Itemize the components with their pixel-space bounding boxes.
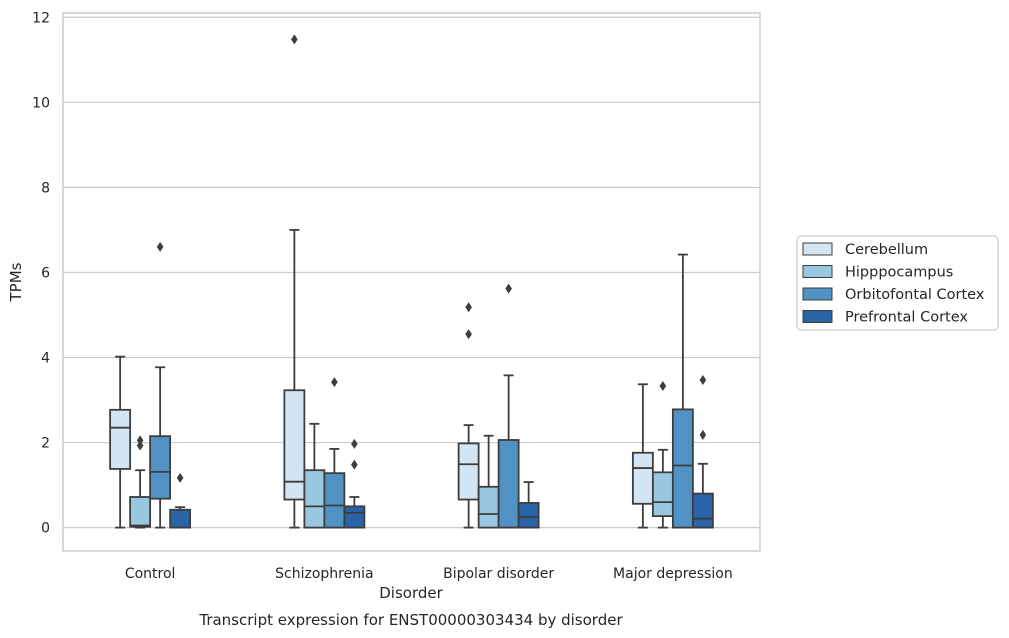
box-group bbox=[149, 241, 172, 529]
x-tick-label: Bipolar disorder bbox=[443, 566, 554, 582]
box-group bbox=[477, 434, 500, 529]
box-group bbox=[109, 355, 132, 529]
box-group bbox=[671, 253, 694, 529]
x-tick-label: Schizophrenia bbox=[275, 566, 373, 582]
box bbox=[457, 442, 480, 501]
y-tick-label: 2 bbox=[41, 436, 50, 452]
box bbox=[109, 408, 132, 470]
outlier-point bbox=[136, 440, 144, 451]
box bbox=[671, 408, 694, 529]
y-tick-label: 12 bbox=[32, 10, 50, 26]
x-axis-title: Disorder bbox=[379, 584, 443, 602]
box bbox=[323, 472, 346, 529]
y-tick-label: 10 bbox=[32, 95, 50, 111]
box-group bbox=[457, 302, 480, 529]
legend-label: Cerebellum bbox=[845, 242, 928, 258]
outlier-point bbox=[156, 241, 164, 252]
box bbox=[283, 389, 306, 501]
y-tick-label: 0 bbox=[41, 521, 50, 537]
box-group bbox=[129, 435, 152, 529]
legend-swatch bbox=[802, 242, 833, 256]
plot-frame bbox=[62, 12, 761, 552]
box bbox=[691, 492, 714, 529]
legend-swatch bbox=[802, 265, 833, 278]
box-group bbox=[323, 377, 346, 529]
x-tick-labels: Control Schizophrenia Bipolar disorder Majo… bbox=[125, 566, 733, 582]
box bbox=[477, 485, 500, 529]
box-plots bbox=[109, 34, 714, 529]
x-tick-label: Major depression bbox=[613, 566, 733, 582]
legend-frame bbox=[796, 235, 999, 331]
box bbox=[149, 435, 172, 500]
outlier-point bbox=[176, 472, 184, 483]
legend-label: Hipppocampus bbox=[845, 265, 953, 281]
box-group bbox=[651, 380, 674, 529]
box bbox=[651, 471, 674, 518]
outlier-point bbox=[465, 302, 472, 313]
y-tick-label: 6 bbox=[41, 265, 50, 281]
y-tick-label: 8 bbox=[41, 180, 50, 196]
box-group bbox=[497, 283, 520, 529]
box-group bbox=[283, 34, 306, 529]
outlier-point bbox=[699, 429, 707, 440]
box bbox=[343, 505, 366, 529]
outlier-point bbox=[351, 438, 358, 449]
box bbox=[631, 451, 654, 505]
legend-swatch bbox=[802, 287, 833, 301]
y-tick-labels: 0 2 4 6 8 10 12 bbox=[32, 10, 50, 536]
box-group bbox=[343, 438, 366, 529]
outlier-point bbox=[291, 34, 298, 45]
chart-caption: Transcript expression for ENST0000030343… bbox=[198, 611, 623, 629]
outlier-point bbox=[136, 435, 144, 446]
legend-label: Orbitofontal Cortex bbox=[845, 287, 985, 303]
legend: Cerebellum Hipppocampus Orbitofontal Corte… bbox=[796, 235, 999, 331]
outlier-point bbox=[331, 377, 338, 388]
legend-label: Prefrontal Cortex bbox=[845, 310, 968, 326]
outlier-point bbox=[699, 375, 707, 386]
y-tick-label: 4 bbox=[41, 350, 50, 366]
box bbox=[129, 496, 152, 528]
box-group bbox=[691, 375, 714, 529]
box bbox=[517, 502, 540, 529]
box bbox=[497, 439, 520, 529]
x-tick-label: Control bbox=[125, 566, 176, 582]
outlier-point bbox=[465, 329, 472, 340]
box-group bbox=[303, 422, 326, 529]
outlier-point bbox=[505, 283, 512, 294]
box bbox=[303, 469, 326, 529]
outlier-point bbox=[659, 380, 667, 391]
box-group bbox=[169, 472, 192, 529]
y-axis-title: TPMs bbox=[7, 262, 25, 302]
box-group bbox=[517, 481, 540, 529]
legend-swatch bbox=[802, 310, 833, 323]
box bbox=[169, 508, 192, 529]
outlier-point bbox=[351, 459, 358, 470]
box-group bbox=[631, 383, 654, 529]
